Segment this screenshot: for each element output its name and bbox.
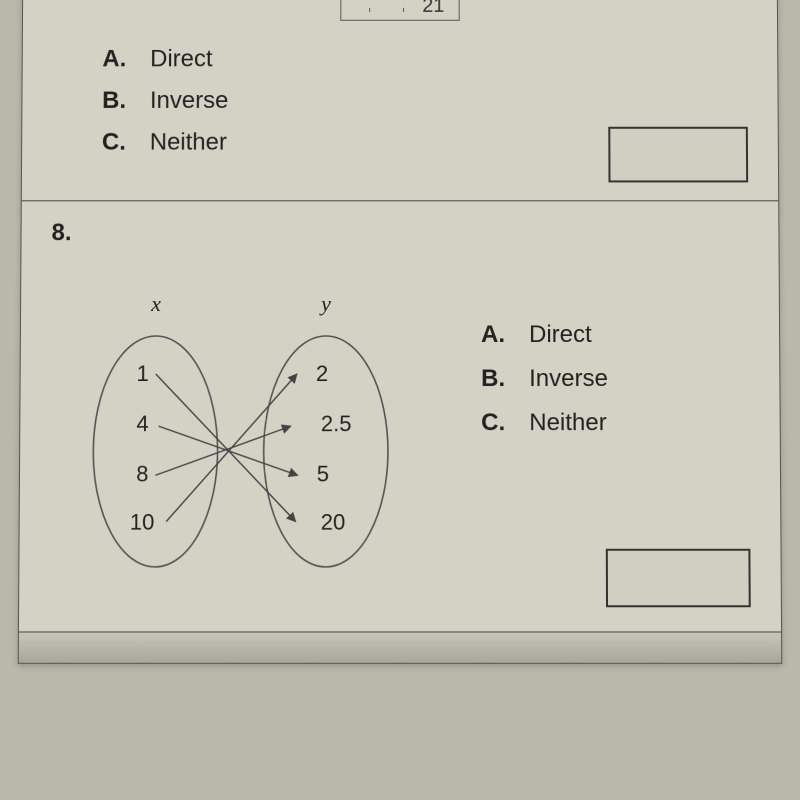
choice-a: A. Direct: [102, 46, 737, 74]
svg-text:2: 2: [316, 361, 328, 386]
previous-question-section: 21 A. Direct B. Inverse C. Neither: [22, 0, 778, 201]
choice-letter: B.: [102, 87, 150, 115]
svg-text:10: 10: [130, 509, 155, 534]
choice-text: Neither: [529, 409, 607, 437]
choice-b: B. Inverse: [102, 87, 738, 115]
question-8-section: 8. x y 1 4 8 10 2 2.5 5 20 A. Direct B. Inverse C…: [19, 201, 781, 632]
table-fragment: 21: [63, 0, 737, 21]
choice-text: Direct: [529, 321, 592, 349]
choice-letter: B.: [481, 365, 529, 393]
mapping-diagram: x y 1 4 8 10 2 2.5 5 20: [80, 271, 412, 582]
svg-text:2.5: 2.5: [321, 411, 352, 436]
answer-box: [606, 549, 751, 607]
page-shadow: [19, 632, 782, 662]
choice-b: B. Inverse: [481, 365, 608, 393]
worksheet-page: 21 A. Direct B. Inverse C. Neither 8. xy…: [18, 0, 783, 664]
question-number: 8.: [51, 219, 748, 247]
answer-box: [608, 127, 748, 183]
table-cell: 21: [408, 0, 458, 20]
choice-c: C. Neither: [481, 409, 608, 437]
table-cell: [342, 8, 371, 12]
choice-text: Direct: [150, 46, 212, 74]
mapping-svg: x y 1 4 8 10 2 2.5 5 20: [79, 271, 411, 592]
svg-text:y: y: [319, 291, 331, 316]
choice-a: A. Direct: [481, 321, 608, 349]
choice-letter: A.: [102, 46, 150, 74]
choice-letter: C.: [102, 129, 150, 157]
svg-text:5: 5: [317, 461, 329, 486]
svg-text:20: 20: [321, 509, 346, 534]
choice-text: Inverse: [529, 365, 608, 393]
choice-text: Inverse: [150, 87, 229, 115]
choice-letter: C.: [481, 409, 529, 437]
table-cell: [375, 8, 404, 12]
svg-text:1: 1: [137, 361, 149, 386]
answer-choices: A. Direct B. Inverse C. Neither: [481, 321, 608, 453]
choice-text: Neither: [150, 129, 227, 157]
svg-text:4: 4: [136, 411, 148, 436]
svg-text:x: x: [150, 291, 161, 316]
choice-letter: A.: [481, 321, 529, 349]
svg-text:8: 8: [136, 461, 148, 486]
